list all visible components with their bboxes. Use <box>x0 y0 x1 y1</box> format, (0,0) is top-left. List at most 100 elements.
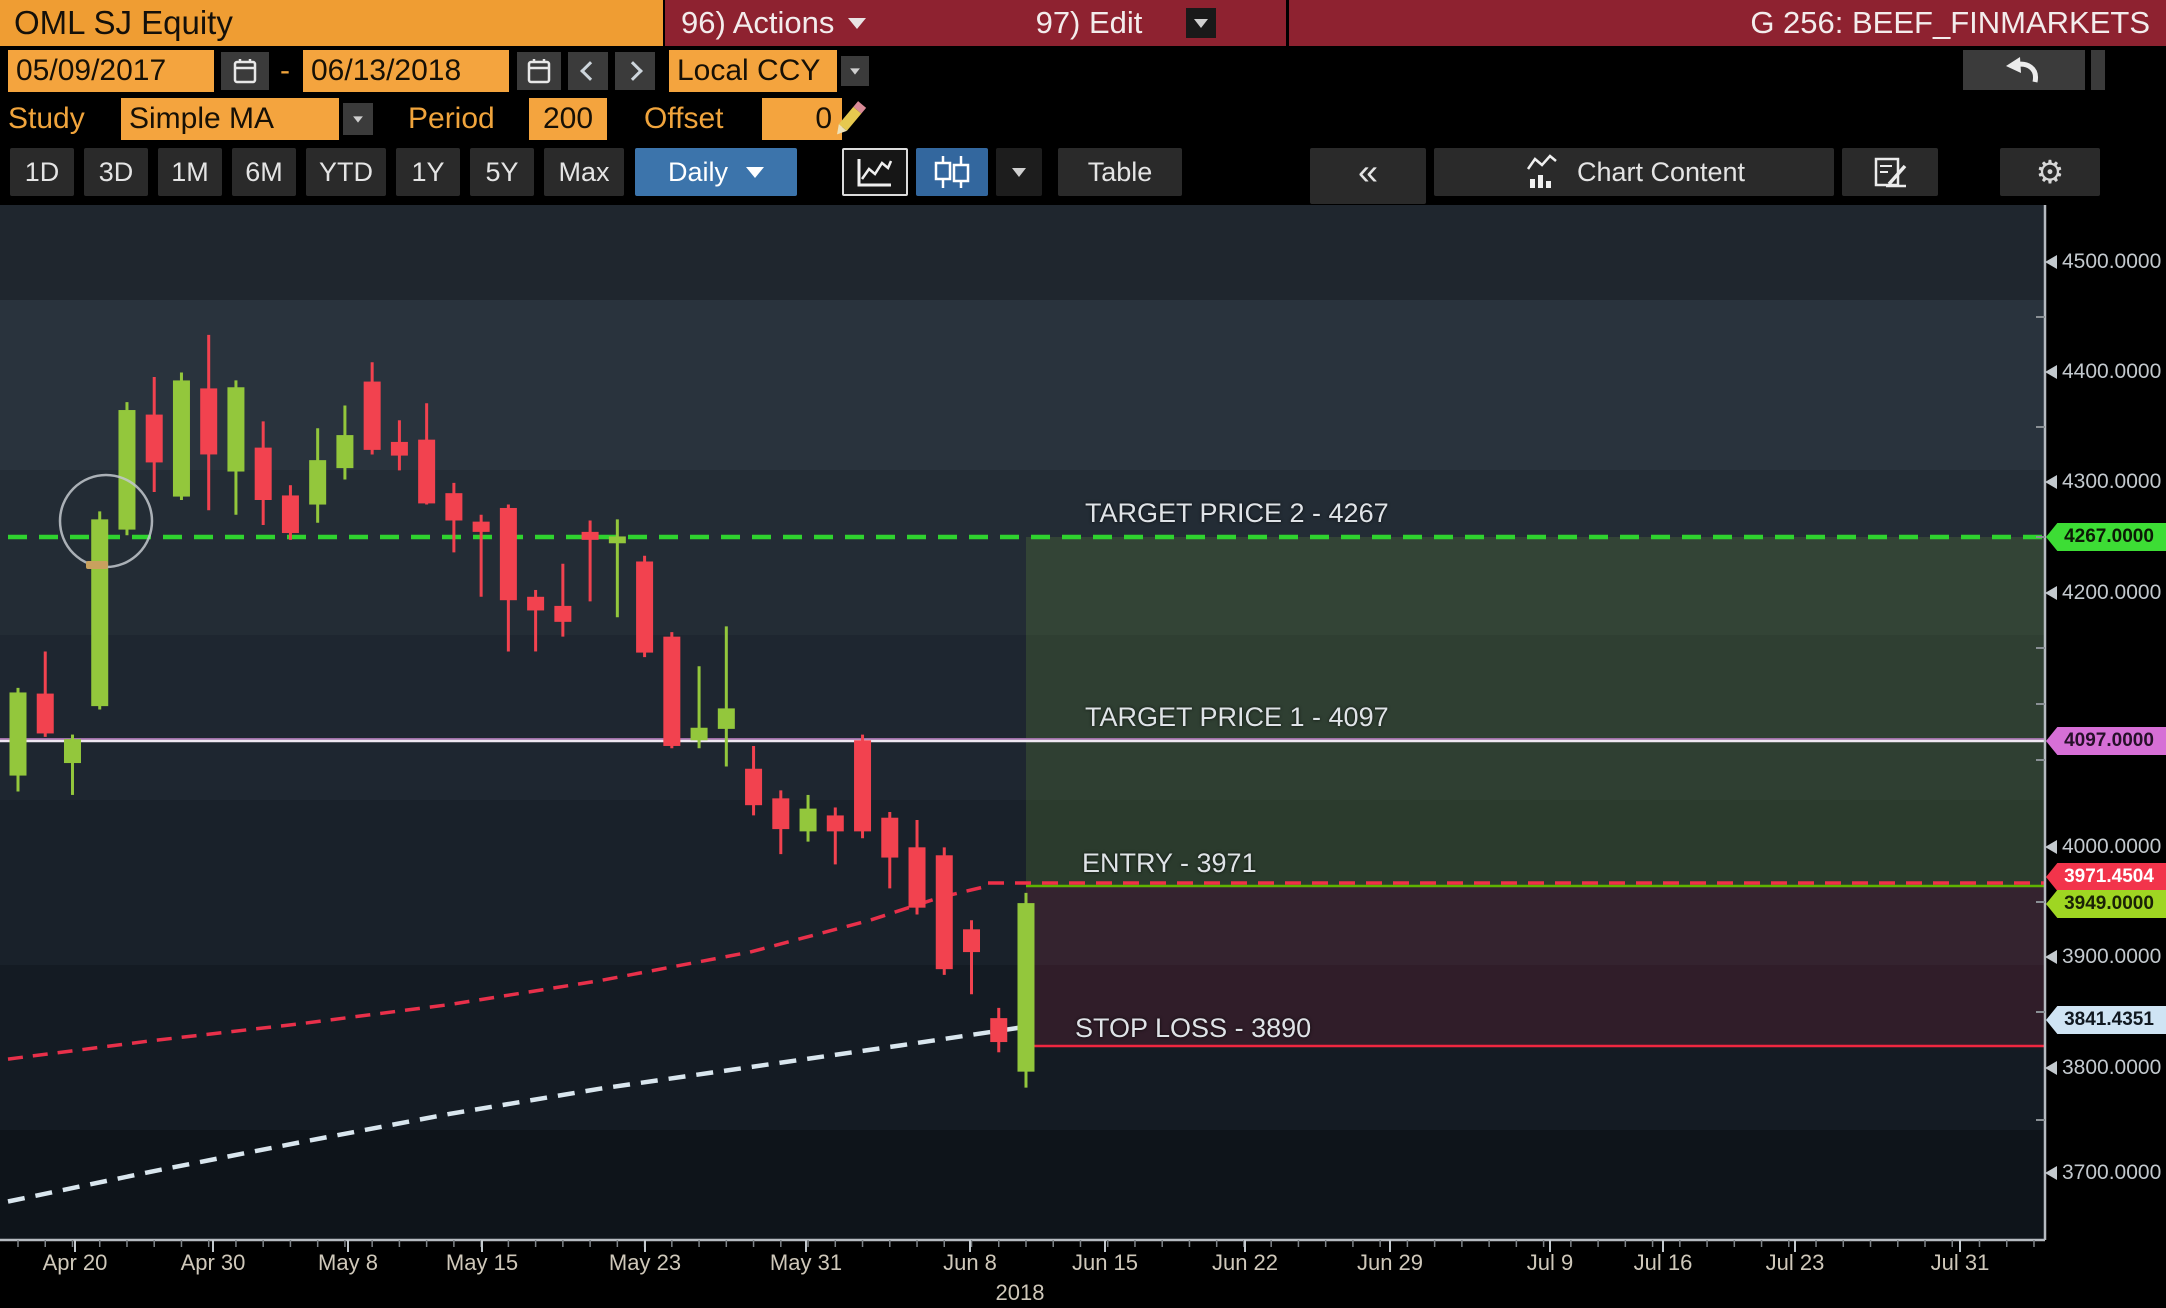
chevron-down-icon <box>353 115 363 123</box>
table-button[interactable]: Table <box>1058 148 1182 196</box>
start-date-input[interactable]: 05/09/2017 <box>8 50 214 92</box>
study-select[interactable]: Simple MA <box>121 98 339 140</box>
candle-body <box>854 740 872 832</box>
chart-content-icon <box>1526 154 1557 188</box>
period-label: Period <box>408 102 495 135</box>
background-band <box>0 1130 2045 1240</box>
range-button-5y[interactable]: 5Y <box>470 148 534 196</box>
date-range-bar: 05/09/2017 - 06/13/2018 Local CCY <box>0 48 2166 94</box>
range-button-ytd[interactable]: YTD <box>306 148 386 196</box>
candle-body <box>745 768 763 806</box>
candle-body <box>772 798 790 830</box>
y-axis-tick <box>2045 1166 2057 1180</box>
range-button-3d[interactable]: 3D <box>84 148 148 196</box>
currency-dropdown-button[interactable] <box>841 56 869 86</box>
candle-body <box>799 808 817 832</box>
candle-body <box>118 410 136 530</box>
candle-body <box>881 817 899 858</box>
trade-marker <box>86 561 108 569</box>
candle-body <box>281 495 299 534</box>
candle-body <box>663 636 681 746</box>
range-button-6m[interactable]: 6M <box>232 148 296 196</box>
candle-body <box>826 815 844 832</box>
frequency-select[interactable]: Daily <box>635 148 797 196</box>
date-separator: - <box>280 54 290 87</box>
chevron-down-icon <box>746 166 764 178</box>
chevron-down-icon <box>850 67 860 75</box>
candle-body <box>690 727 708 741</box>
chart-id-label: G 256: BEEF_FINMARKETS <box>1750 5 2150 40</box>
candle-body <box>227 387 245 472</box>
chevron-left-icon <box>580 61 600 81</box>
candlestick-type-button[interactable] <box>916 148 988 196</box>
offset-input[interactable]: 0 <box>762 98 842 140</box>
currency-select[interactable]: Local CCY <box>669 50 837 92</box>
undo-arrow-icon <box>2006 57 2038 83</box>
note-pencil-icon <box>1874 157 1907 188</box>
background-band <box>0 300 2045 470</box>
range-button-1d[interactable]: 1D <box>10 148 74 196</box>
calendar-icon <box>527 59 551 84</box>
calendar-icon <box>233 59 257 84</box>
profit-zone <box>1026 537 2045 886</box>
end-date-input[interactable]: 06/13/2018 <box>303 50 509 92</box>
chart-toolbar: 1D 3D 1M 6M YTD 1Y 5Y Max Daily Table « <box>0 144 2166 204</box>
gear-icon: ⚙ <box>2035 154 2065 190</box>
candle-body <box>363 381 381 450</box>
range-button-1m[interactable]: 1M <box>158 148 222 196</box>
annotation-pencil-button[interactable] <box>828 98 870 140</box>
offset-label: Offset <box>644 102 724 135</box>
background-band <box>0 205 2045 300</box>
study-dropdown-button[interactable] <box>343 103 373 135</box>
study-label: Study <box>8 102 85 135</box>
range-button-max[interactable]: Max <box>544 148 624 196</box>
actions-menu-label: 96) Actions <box>681 5 835 40</box>
chevron-down-icon <box>848 17 867 29</box>
settings-button[interactable]: ⚙ <box>2000 148 2100 196</box>
candle-body <box>145 414 163 463</box>
edit-menu-button[interactable]: 97) Edit <box>966 0 1286 46</box>
chevron-down-icon <box>1186 8 1217 38</box>
study-bar: Study Simple MA Period 200 Offset 0 <box>0 96 2166 142</box>
undo-group-edge <box>2091 50 2105 90</box>
candle-body <box>472 521 490 532</box>
security-ticker-field[interactable]: OML SJ Equity <box>0 0 663 46</box>
range-button-1y[interactable]: 1Y <box>396 148 460 196</box>
candle-body <box>554 605 572 622</box>
y-axis-tick <box>2045 586 2057 600</box>
background-band <box>0 470 2045 635</box>
candle-body <box>963 929 981 953</box>
y-axis-tick <box>2045 365 2057 379</box>
candle-body <box>36 693 54 734</box>
chart-title: G 256: BEEF_FINMARKETS <box>1289 0 2166 46</box>
start-calendar-button[interactable] <box>221 52 269 90</box>
candle-body <box>254 447 272 500</box>
candle-body <box>390 441 408 456</box>
scroll-left-button[interactable] <box>568 52 608 90</box>
candle-body <box>200 388 218 455</box>
chevron-right-icon <box>623 61 643 81</box>
undo-button[interactable] <box>1963 50 2085 90</box>
collapse-panel-button[interactable]: « <box>1310 148 1426 204</box>
candle-body <box>935 855 953 970</box>
scroll-right-button[interactable] <box>615 52 655 90</box>
chart-type-dropdown-button[interactable] <box>996 148 1042 196</box>
chevron-down-icon <box>1012 167 1026 177</box>
annotate-button[interactable] <box>1842 148 1938 196</box>
y-axis-tick <box>2045 840 2057 854</box>
chart-content-button[interactable]: Chart Content <box>1434 148 1834 196</box>
candle-body <box>91 519 109 707</box>
y-axis-tick <box>2045 255 2057 269</box>
line-chart-type-button[interactable] <box>842 148 908 196</box>
candle-body <box>63 739 81 764</box>
sma-200-white-line <box>7 1023 1031 1204</box>
period-input[interactable]: 200 <box>529 98 607 140</box>
actions-menu-button[interactable]: 96) Actions <box>665 0 979 46</box>
candle-body <box>172 380 190 497</box>
end-calendar-button[interactable] <box>517 52 561 90</box>
candle-body <box>990 1018 1008 1043</box>
candle-body <box>9 692 27 776</box>
y-axis-tick <box>2045 950 2057 964</box>
candle-body <box>418 439 436 504</box>
